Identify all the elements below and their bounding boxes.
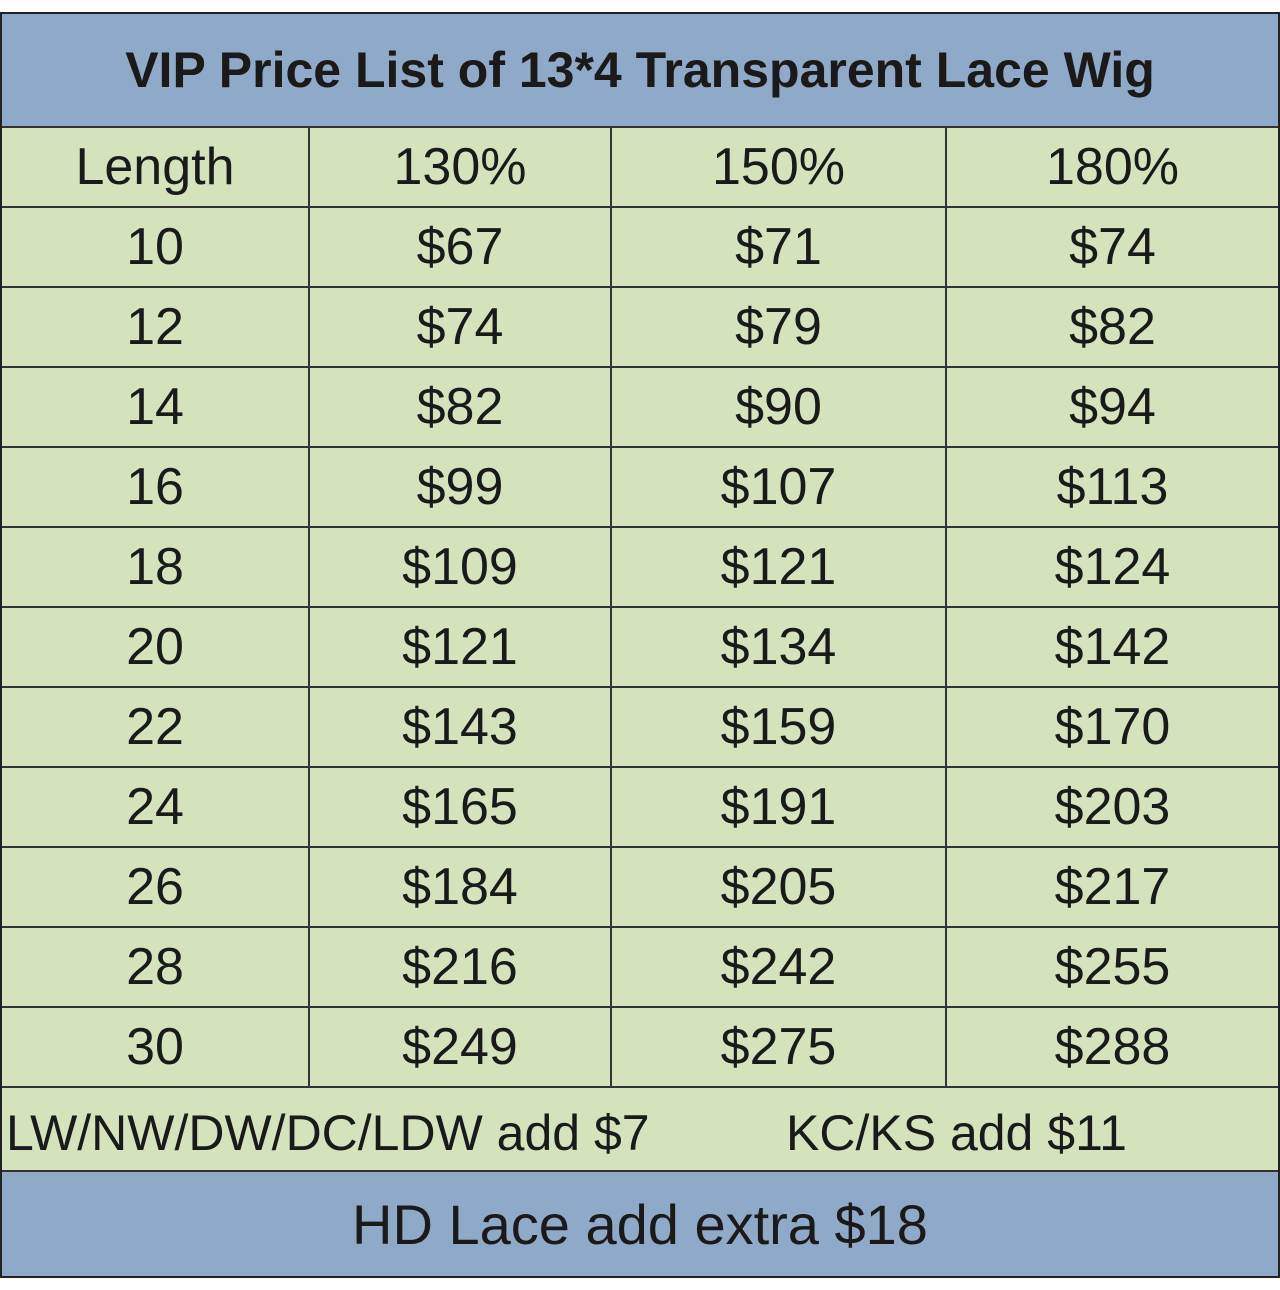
- header-cell: 180%: [947, 128, 1278, 208]
- price-cell: $124: [947, 528, 1278, 608]
- title: VIP Price List of 13*4 Transparent Lace …: [2, 14, 1278, 128]
- price-cell: $67: [310, 208, 612, 288]
- price-cell: $121: [612, 528, 947, 608]
- length-cell: 12: [2, 288, 310, 368]
- price-cell: $90: [612, 368, 947, 448]
- note-row: LW/NW/DW/DC/LDW add $7 KC/KS add $11: [2, 1092, 1278, 1172]
- price-cell: $191: [612, 768, 947, 848]
- price-cell: $113: [947, 448, 1278, 528]
- price-cell: $74: [947, 208, 1278, 288]
- price-cell: $242: [612, 928, 947, 1008]
- header-cell: 130%: [310, 128, 612, 208]
- price-cell: $71: [612, 208, 947, 288]
- price-cell: $109: [310, 528, 612, 608]
- price-cell: $107: [612, 448, 947, 528]
- length-cell: 16: [2, 448, 310, 528]
- price-cell: $203: [947, 768, 1278, 848]
- price-cell: $121: [310, 608, 612, 688]
- price-cell: $94: [947, 368, 1278, 448]
- price-cell: $134: [612, 608, 947, 688]
- header-cell: Length: [2, 128, 310, 208]
- length-cell: 24: [2, 768, 310, 848]
- price-cell: $74: [310, 288, 612, 368]
- price-cell: $82: [310, 368, 612, 448]
- price-cell: $142: [947, 608, 1278, 688]
- price-cell: $143: [310, 688, 612, 768]
- price-cell: $184: [310, 848, 612, 928]
- header-cell: 150%: [612, 128, 947, 208]
- price-cell: $165: [310, 768, 612, 848]
- price-cell: $82: [947, 288, 1278, 368]
- price-cell: $255: [947, 928, 1278, 1008]
- note: LW/NW/DW/DC/LDW add $7: [6, 1105, 650, 1161]
- price-cell: $79: [612, 288, 947, 368]
- length-cell: 14: [2, 368, 310, 448]
- note: KC/KS add $11: [786, 1105, 1127, 1161]
- length-cell: 28: [2, 928, 310, 1008]
- length-cell: 20: [2, 608, 310, 688]
- price-cell: $99: [310, 448, 612, 528]
- price-cell: $159: [612, 688, 947, 768]
- length-cell: 10: [2, 208, 310, 288]
- price-cell: $205: [612, 848, 947, 928]
- length-cell: 18: [2, 528, 310, 608]
- length-cell: 30: [2, 1008, 310, 1088]
- price-cell: $216: [310, 928, 612, 1008]
- length-cell: 22: [2, 688, 310, 768]
- length-cell: 26: [2, 848, 310, 928]
- price-cell: $217: [947, 848, 1278, 928]
- price-cell: $288: [947, 1008, 1278, 1088]
- price-cell: $275: [612, 1008, 947, 1088]
- price-cell: $249: [310, 1008, 612, 1088]
- price-sheet: VIP Price List of 13*4 Transparent Lace …: [0, 12, 1280, 1278]
- price-cell: $170: [947, 688, 1278, 768]
- footer: HD Lace add extra $18: [2, 1172, 1278, 1276]
